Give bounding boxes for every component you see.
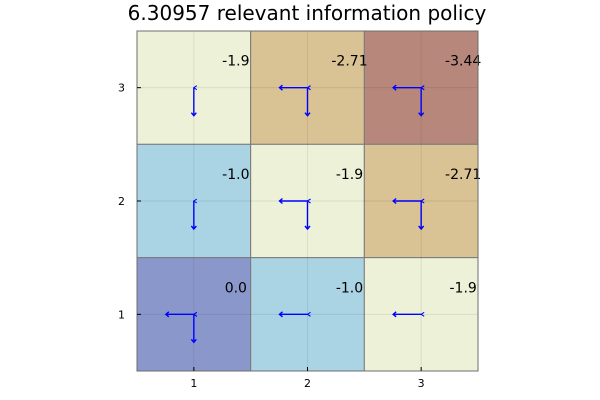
value-label: -3.44 bbox=[445, 54, 481, 70]
policy-arrows bbox=[164, 84, 425, 344]
value-label: -2.71 bbox=[331, 54, 367, 70]
policy-arrow-left bbox=[392, 311, 425, 318]
policy-arrow-down bbox=[304, 85, 311, 117]
value-label: 0.0 bbox=[225, 280, 247, 296]
x-tick-label: 3 bbox=[418, 377, 425, 390]
policy-arrow-down bbox=[418, 85, 425, 117]
grid-cells bbox=[136, 30, 479, 372]
y-tick-label: 3 bbox=[118, 82, 125, 95]
policy-arrow-down bbox=[190, 311, 198, 344]
y-axis-ticks: 1 2 3 bbox=[118, 82, 141, 321]
value-label: -1.9 bbox=[450, 280, 477, 296]
policy-arrow-down bbox=[418, 198, 425, 231]
policy-arrow-down bbox=[190, 198, 198, 231]
y-tick-label: 1 bbox=[118, 308, 125, 321]
value-label: -1.9 bbox=[222, 54, 249, 70]
y-tick-label: 2 bbox=[118, 195, 125, 208]
x-axis-ticks: 1 2 3 bbox=[190, 367, 425, 390]
x-tick-label: 1 bbox=[190, 377, 197, 390]
value-label: -1.9 bbox=[336, 167, 363, 183]
policy-arrow-down bbox=[304, 198, 311, 231]
policy-arrow-down bbox=[190, 85, 198, 117]
value-label: -1.0 bbox=[336, 280, 363, 296]
value-labels: -1.9 -2.71 -3.44 -1.0 -1.9 -2.71 0.0 -1.0 -1.9 bbox=[222, 54, 481, 297]
policy-arrow-left bbox=[278, 311, 311, 318]
chart-title: 6.30957 relevant information policy bbox=[128, 1, 487, 25]
value-label: -2.71 bbox=[445, 167, 481, 183]
x-tick-label: 2 bbox=[304, 377, 311, 390]
value-label: -1.0 bbox=[222, 167, 249, 183]
